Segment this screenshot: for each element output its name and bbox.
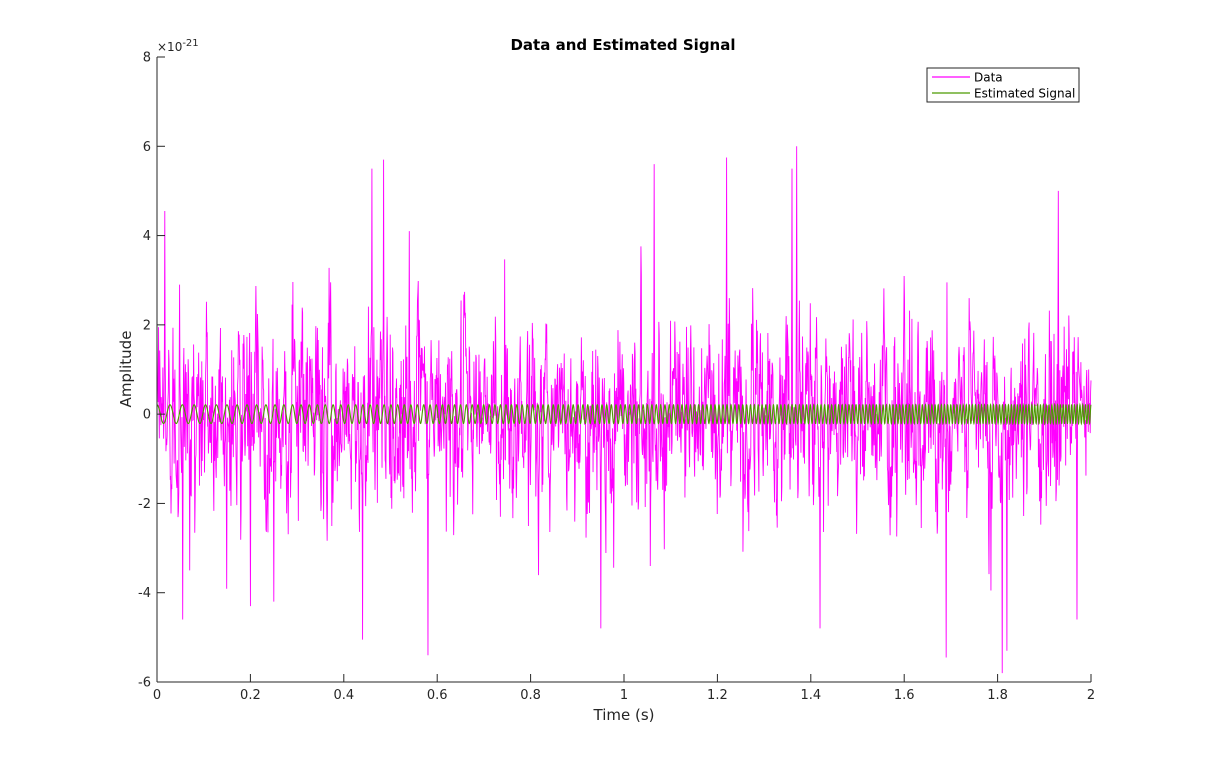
- x-axis-label: Time (s): [593, 706, 655, 724]
- plot-area: [156, 146, 1092, 674]
- x-tick-label: 1: [620, 688, 628, 703]
- x-axis-ticks: 0 0.2 0.4 0.6 0.8 1 1.2 1.4 1.6 1.8 2: [153, 674, 1095, 703]
- y-tick-label: -4: [138, 586, 151, 601]
- y-tick-label: -6: [138, 676, 151, 691]
- y-tick-label: 6: [143, 140, 151, 155]
- legend-label-data: Data: [974, 71, 1003, 85]
- legend-label-estimated-signal: Estimated Signal: [974, 87, 1075, 101]
- y-tick-label: 8: [143, 51, 151, 66]
- y-exponent-label: ×10-21: [157, 38, 199, 54]
- y-axis-label: Amplitude: [117, 331, 135, 408]
- y-tick-label: 0: [143, 408, 151, 423]
- x-tick-label: 0.6: [427, 688, 448, 703]
- y-tick-label: 4: [143, 229, 151, 244]
- x-tick-label: 0: [153, 688, 161, 703]
- x-tick-label: 2: [1087, 688, 1095, 703]
- x-tick-label: 0.4: [333, 688, 354, 703]
- x-tick-label: 1.2: [707, 688, 728, 703]
- y-exponent-value: -21: [182, 38, 198, 49]
- y-exponent-base: ×10: [157, 40, 182, 54]
- x-tick-label: 1.6: [894, 688, 915, 703]
- x-tick-label: 0.8: [520, 688, 541, 703]
- y-tick-label: 2: [143, 318, 151, 333]
- x-tick-label: 1.8: [987, 688, 1008, 703]
- x-tick-label: 1.4: [800, 688, 821, 703]
- y-tick-label: -2: [138, 497, 151, 512]
- x-tick-label: 0.2: [240, 688, 261, 703]
- estimated-signal-line: [156, 402, 1092, 426]
- legend-box: [926, 67, 1080, 103]
- estimated-signal-series: [156, 402, 1092, 426]
- legend: Data Estimated Signal: [926, 67, 1080, 103]
- chart-title: Data and Estimated Signal: [510, 36, 735, 54]
- y-axis-ticks: -6 -4 -2 0 2 4 6 8: [138, 51, 165, 691]
